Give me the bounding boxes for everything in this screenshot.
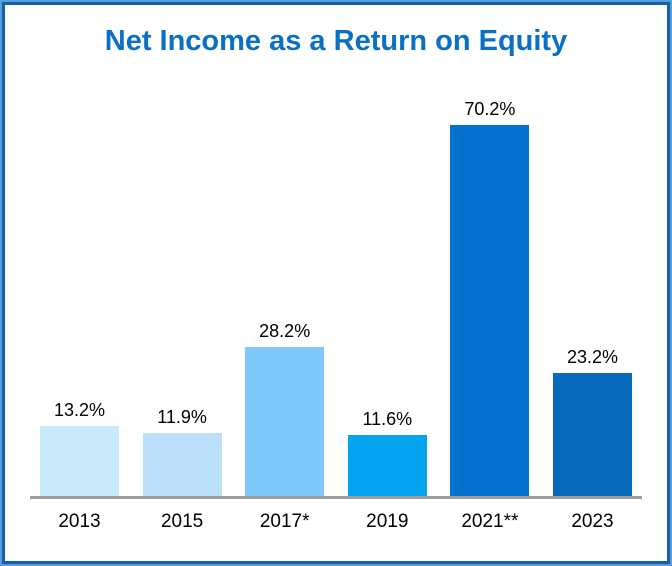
bar-2023 <box>553 373 632 496</box>
bar-2021 <box>450 125 530 496</box>
x-axis-labels: 2013 2015 2017* 2019 2021** 2023 <box>5 511 667 541</box>
chart-title: Net Income as a Return on Equity <box>104 25 568 57</box>
bar-2017 <box>245 347 325 496</box>
plot-area: 13.2% 11.9% 28.2% 11.6% 70.2% 23.2% <box>5 5 667 496</box>
x-label-2015: 2015 <box>160 511 204 532</box>
value-label-2019: 11.6% <box>362 409 413 429</box>
bar-2013 <box>40 426 119 496</box>
value-label-2021: 70.2% <box>464 99 516 119</box>
value-label-2017: 28.2% <box>259 321 311 341</box>
value-label-2023: 23.2% <box>566 347 619 367</box>
bar-2015 <box>142 433 222 496</box>
x-label-2017: 2017* <box>259 511 310 532</box>
x-label-2019: 2019 <box>366 511 409 532</box>
bar-2019 <box>347 435 427 496</box>
value-label-2013: 13.2% <box>53 400 106 420</box>
x-label-2021: 2021** <box>461 511 519 532</box>
value-label-2015: 11.9% <box>157 407 207 427</box>
x-label-2013: 2013 <box>58 511 101 532</box>
x-label-2023: 2023 <box>571 511 614 532</box>
x-axis-line <box>30 496 642 499</box>
